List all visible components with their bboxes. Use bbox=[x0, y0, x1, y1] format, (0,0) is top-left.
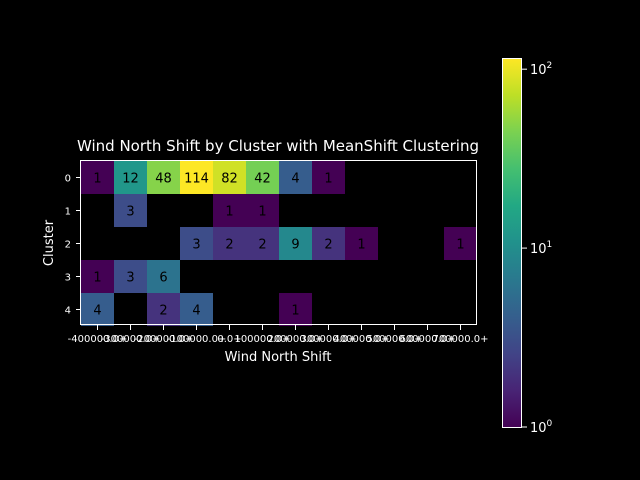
cell-value-label: 2 bbox=[258, 238, 266, 253]
heatmap-cell bbox=[114, 161, 147, 194]
heatmap-cell bbox=[81, 293, 114, 326]
cell-value-label: 1 bbox=[291, 304, 299, 319]
heatmap-cell bbox=[147, 161, 180, 194]
cell-value-label: 114 bbox=[184, 172, 209, 187]
x-tick-label: -200000.0+ bbox=[134, 334, 194, 345]
cell-value-label: 1 bbox=[258, 205, 266, 220]
cell-value-label: 42 bbox=[254, 172, 271, 187]
y-axis-label: Cluster bbox=[42, 219, 57, 266]
x-axis-label: Wind North Shift bbox=[225, 350, 332, 365]
cell-value-label: 9 bbox=[291, 238, 299, 253]
cell-value-label: 6 bbox=[159, 271, 167, 286]
cell-value-label: 3 bbox=[126, 271, 134, 286]
cell-value-label: 82 bbox=[221, 172, 238, 187]
x-tick-label: 100000.0+ bbox=[234, 334, 290, 345]
heatmap-cell bbox=[81, 161, 114, 194]
cell-value-label: 3 bbox=[126, 205, 134, 220]
y-tick-label: 1 bbox=[65, 207, 71, 218]
heatmap-cell bbox=[345, 227, 378, 260]
cell-value-label: 2 bbox=[324, 238, 332, 253]
heatmap-cell bbox=[147, 293, 180, 326]
heatmap-cells: 1 12 48 114 82 42 4 13 1 13 2 2 9 2 1 11 3 64 2 4 1 bbox=[81, 161, 477, 326]
colorbar bbox=[502, 58, 522, 428]
y-tick-label: 3 bbox=[65, 273, 71, 284]
heatmap-cell bbox=[279, 161, 312, 194]
heatmap-cell bbox=[246, 194, 279, 227]
heatmap-cell bbox=[246, 227, 279, 260]
heatmap-cell bbox=[213, 161, 246, 194]
cell-value-label: 1 bbox=[93, 271, 101, 286]
heatmap-cell bbox=[213, 227, 246, 260]
x-tick-label: 400000.0+ bbox=[333, 334, 389, 345]
cell-value-label: 2 bbox=[225, 238, 233, 253]
x-tick-label: 500000.0+ bbox=[366, 334, 422, 345]
cell-value-label: 1 bbox=[324, 172, 332, 187]
heatmap-cell bbox=[147, 260, 180, 293]
y-tick-label: 4 bbox=[65, 306, 71, 317]
x-tick-label: 200000.0+ bbox=[267, 334, 323, 345]
y-axis: 0 1 2 3 4 bbox=[65, 174, 81, 317]
colorbar-tick-label: 101 bbox=[530, 240, 552, 257]
plot-frame bbox=[80, 160, 477, 325]
x-tick-label: 600000.0+ bbox=[399, 334, 455, 345]
colorbar-tick-label: 102 bbox=[530, 61, 552, 78]
heatmap-cell bbox=[180, 227, 213, 260]
cell-value-label: 4 bbox=[192, 304, 200, 319]
heatmap-cell bbox=[444, 227, 477, 260]
heatmap-cell bbox=[114, 194, 147, 227]
cell-value-label: 4 bbox=[291, 172, 299, 187]
chart-title: Wind North Shift by Cluster with MeanShi… bbox=[77, 137, 479, 155]
colorbar-axis: 100 101 102 bbox=[522, 61, 553, 436]
cell-value-label: 1 bbox=[357, 238, 365, 253]
colorbar-tick-label: 100 bbox=[530, 419, 553, 436]
heatmap-cell bbox=[114, 260, 147, 293]
x-tick-label: -300000.0+ bbox=[101, 334, 161, 345]
x-tick-label: -400000.0+ bbox=[68, 334, 128, 345]
cell-value-label: 2 bbox=[159, 304, 167, 319]
cell-value-label: 1 bbox=[456, 238, 464, 253]
heatmap-cell bbox=[312, 227, 345, 260]
y-tick-label: 0 bbox=[65, 174, 71, 185]
cell-value-label: 12 bbox=[122, 172, 139, 187]
heatmap-cell bbox=[279, 293, 312, 326]
cell-value-label: 1 bbox=[93, 172, 101, 187]
heatmap-cell bbox=[213, 194, 246, 227]
x-tick-label: 700000.0+ bbox=[432, 334, 488, 345]
heatmap-cell bbox=[312, 161, 345, 194]
cell-value-label: 3 bbox=[192, 238, 200, 253]
x-tick-label: 0.0+ bbox=[217, 334, 241, 345]
heatmap-cell bbox=[279, 227, 312, 260]
x-tick-label: -100000.0+ bbox=[167, 334, 227, 345]
cell-value-label: 48 bbox=[155, 172, 172, 187]
heatmap-cell bbox=[81, 260, 114, 293]
cell-value-label: 4 bbox=[93, 304, 101, 319]
heatmap-cell bbox=[180, 161, 213, 194]
y-tick-label: 2 bbox=[65, 240, 71, 251]
cell-value-label: 1 bbox=[225, 205, 233, 220]
x-tick-label: 300000.0+ bbox=[300, 334, 356, 345]
heatmap-cell bbox=[180, 293, 213, 326]
heatmap-cell bbox=[246, 161, 279, 194]
x-axis: -400000.0+-300000.0+-200000.0+-100000.0+… bbox=[68, 325, 489, 345]
